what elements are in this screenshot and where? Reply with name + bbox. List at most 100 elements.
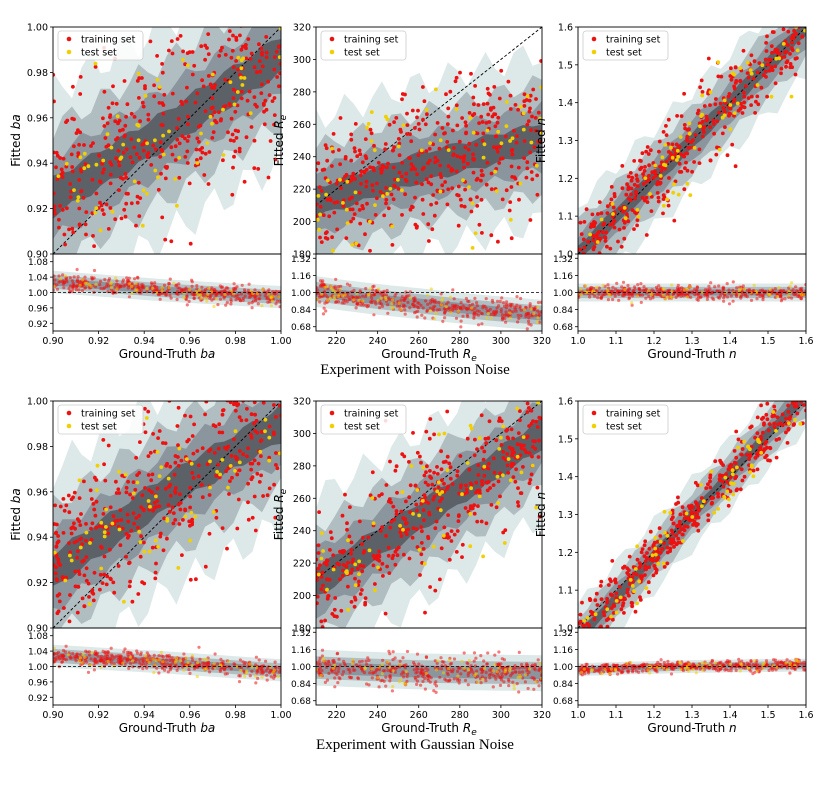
legend-training-label: training set <box>81 409 136 420</box>
test-point <box>167 477 171 481</box>
training-point <box>536 486 540 490</box>
training-point <box>400 175 404 179</box>
test-ratio-point <box>270 304 273 307</box>
test-ratio-point <box>131 292 134 295</box>
training-ratio-point <box>61 280 64 283</box>
training-point <box>213 83 217 87</box>
training-ratio-point <box>461 315 464 318</box>
training-point <box>375 182 379 186</box>
training-ratio-point <box>214 652 217 655</box>
training-point <box>370 131 374 135</box>
training-point <box>216 463 220 467</box>
test-point <box>111 210 115 214</box>
y-tick-label: 0.94 <box>27 159 48 170</box>
training-ratio-point <box>333 676 336 679</box>
test-ratio-point <box>352 298 355 301</box>
training-ratio-point <box>475 301 478 304</box>
training-point <box>471 507 475 511</box>
y-tick-label: 320 <box>293 23 311 34</box>
training-point <box>523 104 527 108</box>
training-point <box>394 469 398 473</box>
test-point <box>723 99 727 103</box>
training-point <box>264 0 268 1</box>
training-point <box>54 531 58 535</box>
test-ratio-point <box>277 675 280 678</box>
training-point <box>246 500 250 504</box>
training-point <box>515 134 519 138</box>
training-point <box>472 112 476 116</box>
training-point <box>357 580 361 584</box>
training-point <box>688 146 692 150</box>
training-point <box>716 75 720 79</box>
training-point <box>138 440 142 444</box>
test-ratio-point <box>376 676 379 679</box>
test-point <box>121 143 125 147</box>
training-point <box>535 174 539 178</box>
training-ratio-point <box>429 301 432 304</box>
training-ratio-point <box>235 295 238 298</box>
training-point <box>400 161 404 165</box>
test-point <box>154 495 158 499</box>
training-point <box>433 133 437 137</box>
training-point <box>149 40 153 44</box>
training-point <box>438 147 442 151</box>
training-ratio-point <box>697 293 700 296</box>
training-point <box>588 643 592 647</box>
training-point <box>713 459 717 463</box>
training-point <box>78 537 82 541</box>
training-ratio-point <box>423 316 426 319</box>
training-ratio-point <box>355 302 358 305</box>
training-point <box>114 156 118 160</box>
training-point <box>179 34 183 38</box>
training-point <box>426 483 430 487</box>
training-ratio-point <box>176 669 179 672</box>
training-ratio-point <box>503 317 506 320</box>
training-point <box>446 107 450 111</box>
test-point <box>410 464 414 468</box>
test-ratio-point <box>369 287 372 290</box>
training-point <box>506 436 510 440</box>
y-tick-label: 0.96 <box>27 113 48 124</box>
training-ratio-point <box>713 285 716 288</box>
ratio-y-tick-label: 0.84 <box>553 306 573 316</box>
training-point <box>392 184 396 188</box>
training-point <box>577 260 581 264</box>
training-ratio-point <box>386 312 389 315</box>
test-point <box>469 424 473 428</box>
training-point <box>436 472 440 476</box>
test-point <box>496 475 500 479</box>
training-point <box>585 207 589 211</box>
training-ratio-point <box>416 653 419 656</box>
training-point <box>197 140 201 144</box>
test-ratio-point <box>623 288 626 291</box>
training-point <box>528 151 532 155</box>
training-point <box>500 443 504 447</box>
training-point <box>240 90 244 94</box>
training-ratio-point <box>361 660 364 663</box>
training-point <box>126 520 130 524</box>
training-point <box>124 555 128 559</box>
training-point <box>485 183 489 187</box>
training-ratio-point <box>235 285 238 288</box>
training-point <box>612 206 616 210</box>
training-ratio-point <box>140 283 143 286</box>
training-point <box>516 486 520 490</box>
training-point <box>430 483 434 487</box>
test-ratio-point <box>686 288 689 291</box>
x-tick-label: 260 <box>410 336 428 347</box>
test-point <box>590 255 594 259</box>
test-point <box>368 220 372 224</box>
training-ratio-point <box>338 677 341 680</box>
test-point <box>401 528 405 532</box>
training-point <box>136 592 140 596</box>
training-point <box>62 606 66 610</box>
test-point <box>624 216 628 220</box>
training-point <box>487 120 491 124</box>
training-point <box>469 72 473 76</box>
training-point <box>189 578 193 582</box>
training-ratio-point <box>320 669 323 672</box>
training-ratio-point <box>55 658 58 661</box>
training-ratio-point <box>706 298 709 301</box>
training-ratio-point <box>178 287 181 290</box>
x-tick-label: 0.96 <box>179 336 200 347</box>
